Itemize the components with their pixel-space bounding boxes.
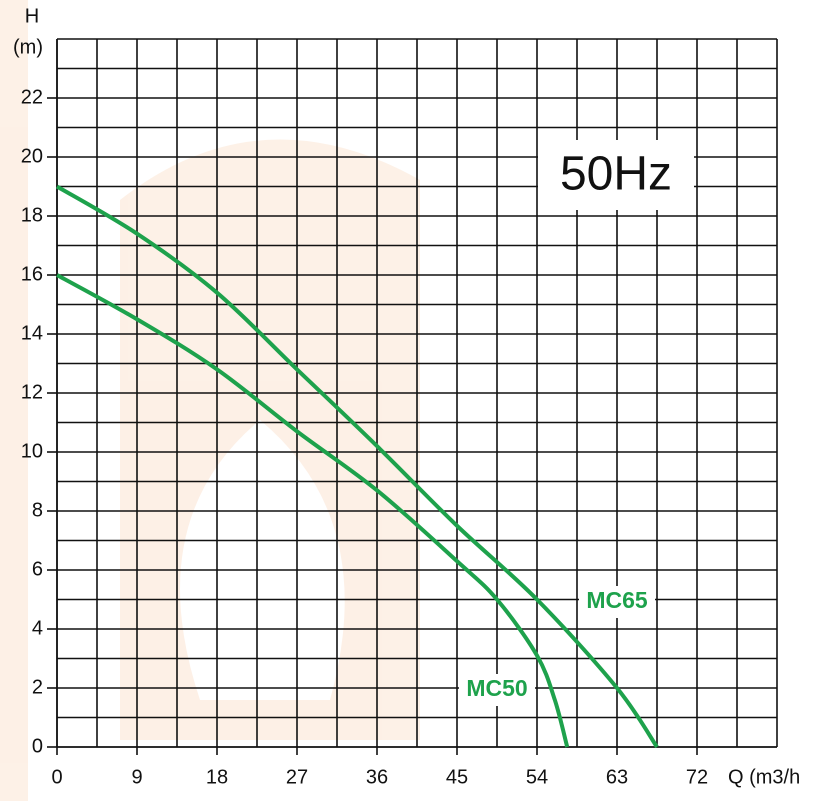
x-tick-label: 72 [686, 766, 708, 788]
y-tick-label: 4 [32, 617, 43, 639]
y-tick-label: 2 [32, 676, 43, 698]
watermark [0, 0, 420, 801]
series-label: MC65 [586, 587, 648, 613]
line [55, 184, 659, 749]
x-tick-label: 18 [206, 766, 228, 788]
series-label-box [579, 586, 655, 618]
y-tick-label: 16 [21, 263, 43, 285]
line [56, 273, 570, 748]
x-tick-label: 45 [446, 766, 468, 788]
y-tick-label: 20 [21, 145, 43, 167]
y-tick-label: 18 [21, 204, 43, 226]
annotation-box [538, 140, 694, 210]
x-tick-label: 63 [606, 766, 628, 788]
x-tick-label: 9 [131, 766, 142, 788]
y-tick-label: 22 [21, 86, 43, 108]
y-tick-label: 8 [32, 499, 43, 521]
x-tick-label: 0 [51, 766, 62, 788]
series-label: MC50 [466, 675, 527, 701]
y-tick-label: 10 [21, 440, 43, 462]
x-tick-label: 54 [526, 766, 548, 788]
annotation: 50Hz [560, 148, 672, 201]
y-tick-label: 14 [21, 322, 43, 344]
x-tick-label: 36 [366, 766, 388, 788]
y-tick-label: 12 [21, 381, 43, 403]
x-tick-label: 27 [286, 766, 308, 788]
y-tick-label: 6 [32, 558, 43, 580]
x-axis-title: Q (m3/h [728, 766, 800, 788]
y-axis-unit: (m) [13, 36, 43, 58]
y-axis-title: H [25, 5, 39, 27]
y-tick-label: 0 [32, 735, 43, 757]
series-label-box [459, 674, 535, 706]
